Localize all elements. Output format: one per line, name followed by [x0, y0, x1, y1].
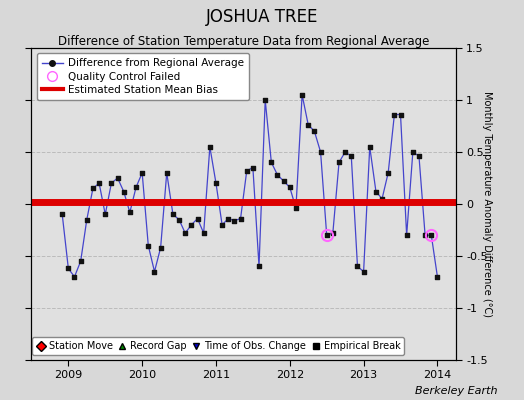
Point: [187, 222, 195, 228]
Point: [249, 164, 257, 171]
Point: [83, 216, 91, 223]
Point: [292, 205, 300, 211]
Point: [58, 211, 67, 218]
Y-axis label: Monthly Temperature Anomaly Difference (°C): Monthly Temperature Anomaly Difference (…: [482, 91, 492, 317]
Point: [390, 111, 399, 118]
Point: [396, 111, 405, 118]
Point: [200, 230, 208, 236]
Point: [95, 180, 103, 186]
Point: [415, 153, 423, 159]
Point: [255, 263, 263, 270]
Point: [205, 144, 214, 150]
Point: [138, 170, 146, 176]
Point: [224, 215, 233, 222]
Point: [316, 149, 325, 155]
Point: [212, 180, 220, 186]
Point: [335, 159, 343, 166]
Point: [169, 211, 177, 218]
Point: [341, 149, 350, 155]
Point: [70, 274, 79, 280]
Point: [113, 175, 122, 181]
Point: [101, 211, 110, 218]
Point: [77, 258, 85, 264]
Point: [402, 232, 411, 238]
Point: [267, 159, 276, 166]
Point: [372, 188, 380, 195]
Point: [119, 188, 128, 195]
Point: [409, 149, 417, 155]
Point: [107, 180, 116, 186]
Point: [150, 268, 159, 275]
Point: [359, 268, 368, 275]
Point: [181, 230, 189, 236]
Point: [230, 218, 238, 224]
Point: [243, 168, 251, 174]
Point: [218, 222, 226, 228]
Point: [261, 97, 269, 103]
Point: [347, 153, 355, 159]
Text: Berkeley Earth: Berkeley Earth: [416, 386, 498, 396]
Point: [193, 215, 202, 222]
Point: [175, 216, 183, 223]
Point: [427, 232, 435, 238]
Point: [433, 274, 442, 280]
Point: [310, 128, 319, 134]
Point: [162, 170, 171, 176]
Point: [64, 265, 72, 272]
Point: [279, 178, 288, 184]
Point: [421, 232, 429, 238]
Point: [286, 184, 294, 190]
Point: [322, 232, 331, 238]
Point: [157, 244, 165, 251]
Legend: Station Move, Record Gap, Time of Obs. Change, Empirical Break: Station Move, Record Gap, Time of Obs. C…: [32, 337, 405, 355]
Point: [132, 184, 140, 190]
Point: [353, 263, 362, 270]
Point: [304, 122, 312, 128]
Title: Difference of Station Temperature Data from Regional Average: Difference of Station Temperature Data f…: [58, 35, 429, 48]
Point: [384, 170, 392, 176]
Point: [366, 144, 374, 150]
Point: [329, 230, 337, 236]
Point: [236, 215, 245, 222]
Point: [274, 172, 282, 178]
Point: [89, 185, 97, 192]
Point: [126, 209, 134, 216]
Point: [378, 196, 386, 202]
Point: [144, 242, 152, 249]
Point: [298, 92, 307, 98]
Text: JOSHUA TREE: JOSHUA TREE: [206, 8, 318, 26]
